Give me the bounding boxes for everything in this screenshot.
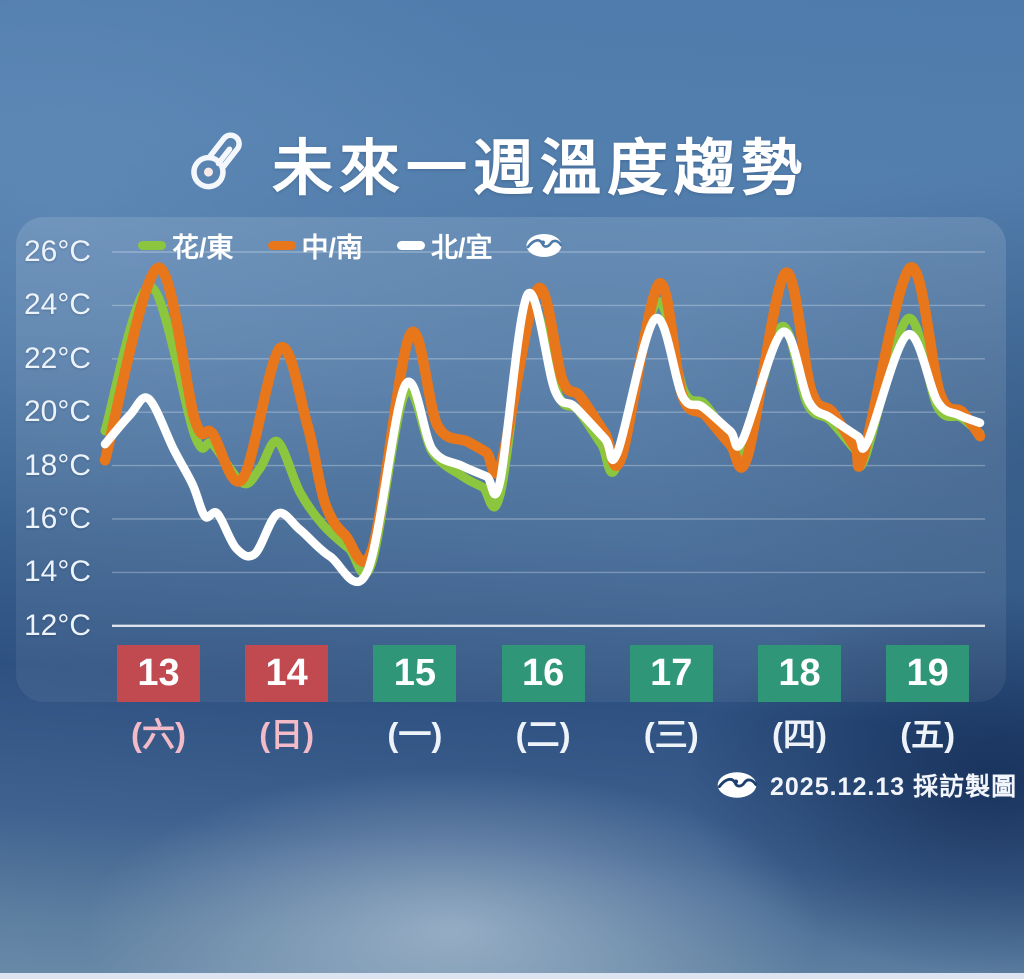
chart-panel <box>16 217 1006 702</box>
y-tick-label-12: 12°C <box>24 608 92 642</box>
date-box-13: 13 <box>117 645 200 702</box>
y-tick-label-26: 26°C <box>24 235 92 268</box>
y-tick-label-24: 24°C <box>24 288 92 322</box>
legend-item-hua-dong: 花/東 <box>138 226 234 265</box>
date-box-17: 17 <box>629 645 713 702</box>
date-number: 15 <box>393 652 437 694</box>
date-number: 13 <box>137 652 180 694</box>
credit-text: 2025.12.13 採訪製圖 <box>770 773 1018 801</box>
y-tick-label-18: 18°C <box>24 448 92 482</box>
legend-swatch-zhong-nan <box>267 240 296 250</box>
date-number: 17 <box>650 652 693 694</box>
legend-item-zhong-nan: 中/南 <box>267 226 364 265</box>
title-row: 未來一週溫度趨勢 <box>0 114 1006 210</box>
y-tick-label-16: 16°C <box>24 502 92 535</box>
y-tick-label-20: 20°C <box>24 395 92 429</box>
date-number: 19 <box>906 652 949 694</box>
date-box-18: 18 <box>758 645 841 702</box>
legend-swatch-hua-dong <box>138 240 166 250</box>
date-number: 14 <box>265 652 308 694</box>
y-tick-label-22: 22°C <box>24 341 92 375</box>
weekday-label-13: (六) <box>131 716 186 753</box>
date-box-14: 14 <box>245 645 329 702</box>
weekday-label-17: (三) <box>643 716 699 753</box>
thermometer-icon <box>191 132 242 190</box>
legend-swatch-bei-yi <box>397 240 426 250</box>
y-tick-label-14: 14°C <box>24 555 92 589</box>
chart-legend: 花/東 中/南 北/宜 <box>138 226 563 265</box>
weekday-label-14: (日) <box>259 716 315 753</box>
date-box-19: 19 <box>886 645 970 702</box>
weekday-label-18: (四) <box>772 716 827 753</box>
date-number: 18 <box>778 652 821 694</box>
weekday-label-16: (二) <box>515 716 571 753</box>
weekday-label-19: (五) <box>900 716 956 753</box>
legend-item-bei-yi: 北/宜 <box>397 226 493 265</box>
weekday-label-15: (一) <box>387 716 443 753</box>
date-box-16: 16 <box>501 645 585 702</box>
date-box-15: 15 <box>373 645 457 702</box>
bottom-strip <box>0 973 1024 979</box>
date-number: 16 <box>521 652 565 694</box>
broadcaster-logo-icon <box>717 772 758 798</box>
page-title: 未來一週溫度趨勢 <box>271 133 808 202</box>
legend-items: 花/東 中/南 北/宜 <box>138 226 493 265</box>
legend-label-zhong-nan: 中/南 <box>301 232 364 263</box>
broadcaster-logo-icon <box>526 233 562 257</box>
legend-label-bei-yi: 北/宜 <box>431 232 493 263</box>
legend-label-hua-dong: 花/東 <box>172 232 234 263</box>
footer: 2025.12.13 採訪製圖 <box>716 766 1017 804</box>
